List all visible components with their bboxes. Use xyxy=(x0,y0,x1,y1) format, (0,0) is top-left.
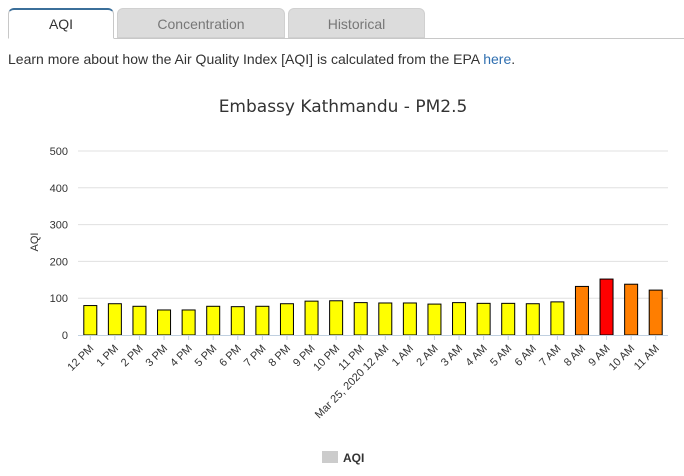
x-tick-label: 5 AM xyxy=(488,343,514,369)
bar[interactable] xyxy=(255,305,270,336)
y-tick-label: 200 xyxy=(50,256,68,268)
x-tick-label: 10 AM xyxy=(607,343,638,374)
bar[interactable] xyxy=(501,302,516,336)
bar[interactable] xyxy=(427,303,442,336)
tab-bar-divider xyxy=(8,38,684,39)
bar[interactable] xyxy=(402,302,417,336)
info-text: Learn more about how the Air Quality Ind… xyxy=(8,51,484,67)
bar[interactable] xyxy=(353,302,368,336)
x-tick-label: 8 PM xyxy=(266,343,293,370)
y-axis-label: AQI xyxy=(29,233,41,252)
x-tick-label: 11 AM xyxy=(632,343,662,373)
bar[interactable] xyxy=(107,303,122,336)
tab-concentration[interactable]: Concentration xyxy=(117,8,285,38)
grid-lines xyxy=(78,150,668,299)
x-tick-label: 10 PM xyxy=(311,343,342,374)
x-axis-ticks: 12 PM1 PM2 PM3 PM4 PM5 PM6 PM7 PM8 PM9 P… xyxy=(65,335,662,421)
x-tick-label: 1 AM xyxy=(390,343,416,369)
bar[interactable] xyxy=(648,289,663,336)
legend-swatch-aqi xyxy=(322,451,338,463)
bar[interactable] xyxy=(378,302,393,336)
x-tick-label: 5 PM xyxy=(193,343,220,370)
bar[interactable] xyxy=(574,285,589,336)
x-tick-label: 3 AM xyxy=(439,343,465,369)
legend-label-aqi: AQI xyxy=(343,451,364,465)
x-tick-label: 1 PM xyxy=(94,343,121,370)
x-tick-label: 7 PM xyxy=(242,343,269,370)
x-tick-label: 2 AM xyxy=(414,343,440,369)
legend[interactable]: AQI xyxy=(322,451,364,465)
bar-series-aqi xyxy=(83,278,663,336)
y-axis-ticks: 0 100 200 300 400 500 xyxy=(50,146,68,342)
bar[interactable] xyxy=(329,300,344,336)
bar[interactable] xyxy=(304,300,319,336)
bar[interactable] xyxy=(476,302,491,336)
y-tick-label: 300 xyxy=(50,220,68,232)
bar[interactable] xyxy=(452,302,467,336)
bar[interactable] xyxy=(550,301,565,336)
bar[interactable] xyxy=(206,305,221,336)
x-tick-label: 2 PM xyxy=(119,343,146,370)
x-tick-label: 4 AM xyxy=(464,343,490,369)
chart-title: Embassy Kathmandu - PM2.5 xyxy=(219,97,468,117)
tab-aqi[interactable]: AQI xyxy=(8,8,114,39)
bar[interactable] xyxy=(279,303,294,336)
bar[interactable] xyxy=(181,309,196,336)
epa-here-link[interactable]: here xyxy=(483,51,512,67)
y-tick-label: 0 xyxy=(62,330,68,342)
tab-historical[interactable]: Historical xyxy=(288,8,425,38)
bar[interactable] xyxy=(599,278,614,336)
bar[interactable] xyxy=(157,309,172,336)
bar[interactable] xyxy=(132,305,147,336)
x-tick-label: 6 PM xyxy=(217,343,244,370)
y-tick-label: 100 xyxy=(50,293,68,305)
x-tick-label: 6 AM xyxy=(513,343,539,369)
x-tick-label: 7 AM xyxy=(537,343,563,369)
y-tick-label: 400 xyxy=(50,183,68,195)
x-tick-label: 12 PM xyxy=(65,343,96,374)
info-suffix: . xyxy=(511,51,516,67)
bar[interactable] xyxy=(525,303,540,336)
x-tick-label: 4 PM xyxy=(168,343,195,370)
bar[interactable] xyxy=(230,306,245,336)
x-tick-label: 3 PM xyxy=(144,343,171,370)
y-tick-label: 500 xyxy=(50,146,68,158)
aqi-info-text: Learn more about how the Air Quality Ind… xyxy=(8,51,515,67)
bar[interactable] xyxy=(83,305,98,336)
tab-bar: AQI Concentration Historical xyxy=(8,8,684,39)
x-tick-label: 8 AM xyxy=(562,343,588,369)
bar[interactable] xyxy=(624,283,639,336)
